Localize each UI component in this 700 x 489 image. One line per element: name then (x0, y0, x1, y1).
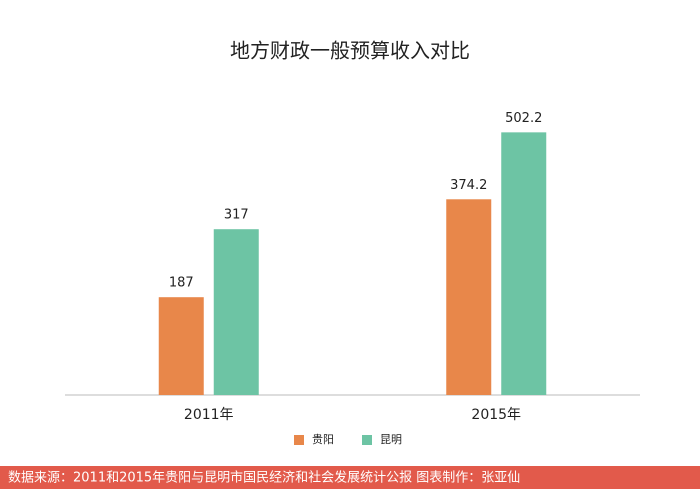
legend-label: 贵阳 (312, 433, 334, 446)
x-tick-label: 2011年 (184, 407, 234, 423)
footer-text: 数据来源：2011和2015年贵阳与昆明市国民经济和社会发展统计公报 图表制作：… (8, 470, 520, 486)
data-label: 502.2 (505, 111, 542, 126)
legend-swatch (362, 435, 372, 445)
data-label: 374.2 (450, 178, 487, 193)
legend-label: 昆明 (380, 433, 402, 446)
legend-swatch (294, 435, 304, 445)
x-tick-label: 2015年 (471, 407, 521, 423)
bar (446, 199, 492, 395)
chart-title: 地方财政一般预算收入对比 (230, 39, 470, 63)
bar (213, 229, 259, 395)
bar (158, 297, 204, 395)
bar (501, 132, 547, 395)
data-label: 317 (224, 208, 249, 223)
data-label: 187 (169, 276, 194, 291)
footer-band (0, 466, 700, 489)
